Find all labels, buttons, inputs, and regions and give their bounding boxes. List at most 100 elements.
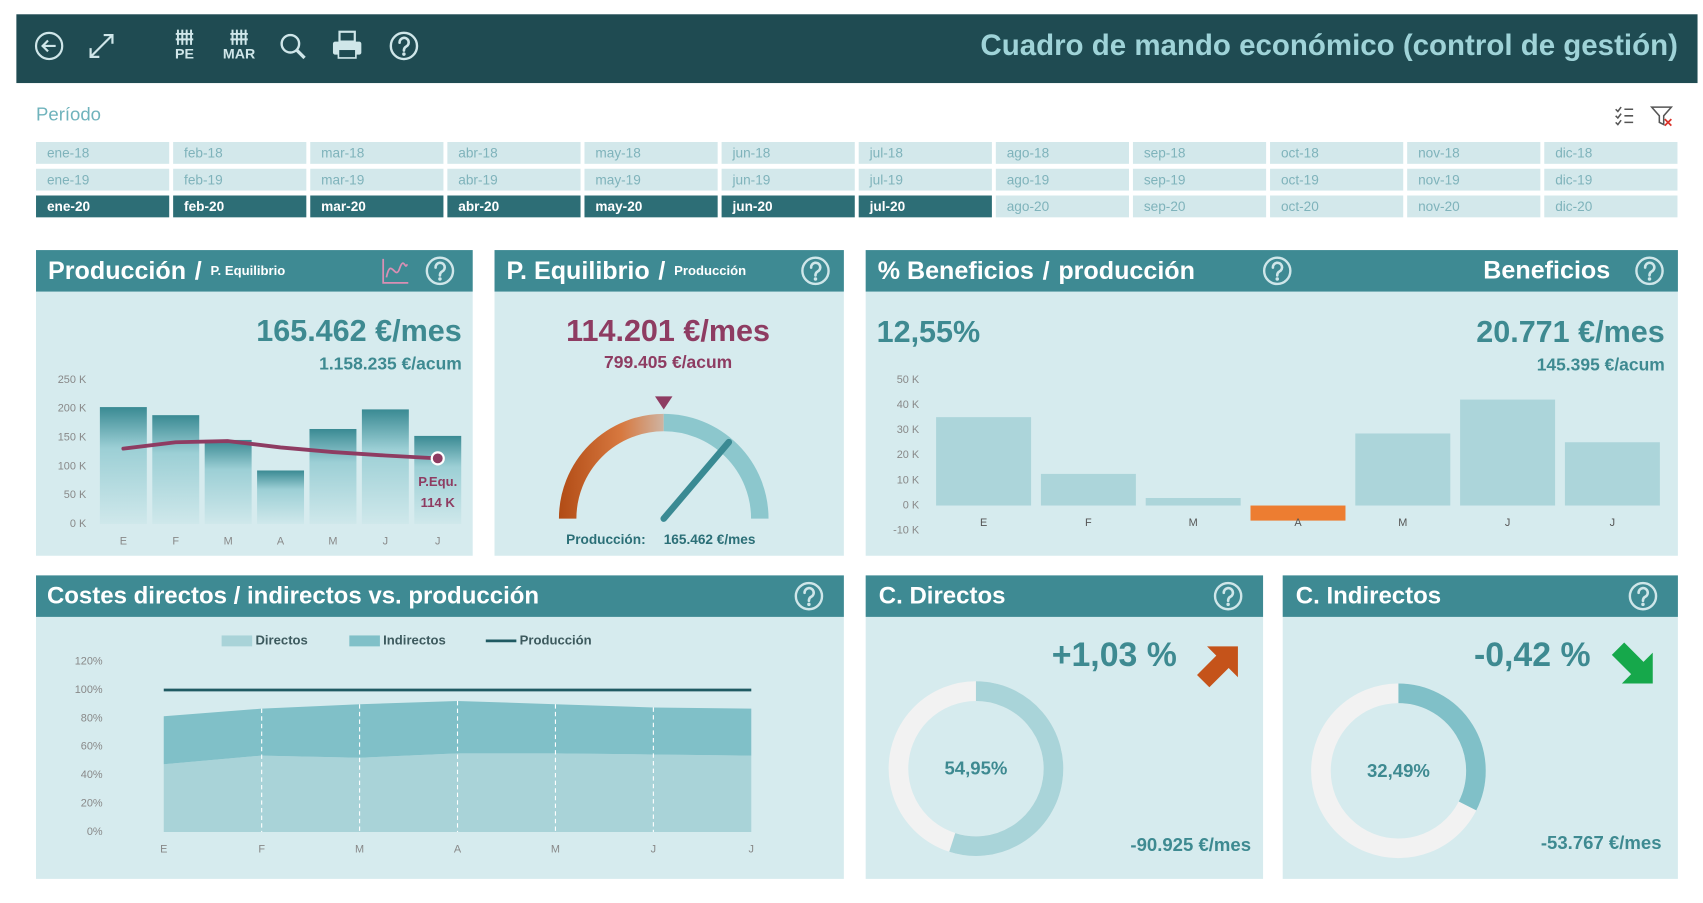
gauge-arc-above <box>663 413 769 519</box>
period-button-bg <box>995 195 1130 218</box>
legend-swatch <box>221 635 253 647</box>
period-button[interactable]: feb-18 <box>173 142 307 164</box>
period-button[interactable]: sep-19 <box>1132 168 1267 191</box>
period-button-bg <box>36 195 170 218</box>
panel-title-main: P. Equilibrio <box>507 257 650 285</box>
view-button[interactable]: PE <box>175 29 194 63</box>
period-button[interactable]: ago-20 <box>995 195 1130 218</box>
period-button[interactable]: abr-20 <box>447 195 581 218</box>
bar <box>1250 505 1346 521</box>
select-all-button[interactable] <box>1615 106 1634 126</box>
period-button[interactable]: may-20 <box>584 195 718 218</box>
period-button[interactable]: nov-18 <box>1407 142 1541 164</box>
clear-filter-button[interactable] <box>1650 106 1674 127</box>
period-button[interactable]: feb-19 <box>173 168 307 191</box>
period-button-label: oct-20 <box>1281 199 1319 214</box>
print-button[interactable] <box>332 30 362 59</box>
period-button[interactable]: dic-19 <box>1544 168 1678 191</box>
period-button-bg <box>584 168 718 191</box>
period-button-bg <box>858 195 992 218</box>
help-icon-circle <box>1628 581 1658 611</box>
period-button-label: jul-18 <box>869 146 903 161</box>
period-button[interactable]: dic-20 <box>1544 195 1678 218</box>
period-button[interactable]: jul-19 <box>858 168 992 191</box>
period-button-bg <box>1407 142 1541 164</box>
period-button[interactable]: dic-18 <box>1544 142 1678 164</box>
period-button[interactable]: ago-18 <box>995 142 1130 164</box>
period-button[interactable]: nov-20 <box>1407 195 1541 218</box>
period-button[interactable]: oct-18 <box>1270 142 1404 164</box>
icon <box>89 33 114 58</box>
view-button[interactable]: MAR <box>223 29 255 63</box>
x-tick-label: A <box>454 843 462 855</box>
expand-button[interactable] <box>89 33 114 58</box>
period-button[interactable]: jun-19 <box>721 168 855 191</box>
period-button-bg <box>721 168 855 191</box>
help-button[interactable] <box>389 31 419 61</box>
bar <box>1040 473 1136 506</box>
x-tick-label: A <box>277 535 285 547</box>
panel-subtitle: producción <box>1058 257 1195 285</box>
period-button[interactable]: abr-18 <box>447 142 581 164</box>
panel-subtitle: Producción <box>674 263 746 278</box>
x-tick-label: J <box>1505 517 1510 529</box>
help-icon-dot <box>1647 277 1652 281</box>
period-button[interactable]: ene-20 <box>36 195 170 218</box>
panel-header <box>865 250 1678 292</box>
period-button[interactable]: sep-18 <box>1132 142 1267 164</box>
help-button[interactable] <box>801 256 830 286</box>
period-button[interactable]: sep-20 <box>1132 195 1267 218</box>
panel-title-main: Producción <box>48 257 186 285</box>
help-button[interactable] <box>1635 256 1664 286</box>
amount-value: -90.925 €/mes <box>1130 834 1251 855</box>
change-value: -0,42 % <box>1474 636 1591 674</box>
area <box>163 753 752 832</box>
period-button-bg <box>1270 195 1404 218</box>
help-button[interactable] <box>425 256 455 286</box>
period-button[interactable]: ene-18 <box>36 142 170 164</box>
help-icon-circle <box>389 31 419 61</box>
period-button[interactable]: mar-18 <box>310 142 444 164</box>
icon <box>1650 106 1674 126</box>
period-button[interactable]: oct-20 <box>1270 195 1404 218</box>
icon <box>1615 106 1634 126</box>
icon <box>337 48 357 59</box>
help-button[interactable] <box>794 581 824 611</box>
chart-type-button[interactable] <box>382 258 409 284</box>
period-button[interactable]: mar-20 <box>310 195 444 218</box>
period-button[interactable]: ene-19 <box>36 168 170 191</box>
period-button[interactable]: nov-19 <box>1407 168 1541 191</box>
help-button[interactable] <box>1628 581 1658 611</box>
help-button[interactable] <box>1262 256 1292 286</box>
period-button[interactable]: mar-19 <box>310 168 444 191</box>
panel-header <box>36 575 844 617</box>
period-button-label: abr-19 <box>458 172 497 187</box>
help-icon-mark <box>803 586 816 603</box>
y-tick-label: 10 K <box>897 474 920 486</box>
period-button-label: sep-20 <box>1144 199 1186 214</box>
period-button-bg <box>858 142 992 164</box>
period-button-bg <box>584 195 718 218</box>
period-button[interactable]: jul-20 <box>858 195 992 218</box>
bar <box>99 407 147 525</box>
period-button[interactable]: oct-19 <box>1270 168 1404 191</box>
back-button[interactable] <box>34 31 64 61</box>
period-button[interactable]: ago-19 <box>995 168 1130 191</box>
x-tick-label: E <box>980 517 987 529</box>
y-tick-label: 100% <box>75 684 103 696</box>
period-button-label: jul-20 <box>869 199 906 214</box>
period-button-bg <box>310 168 444 191</box>
help-button[interactable] <box>1213 581 1243 611</box>
period-button[interactable]: jun-18 <box>721 142 855 164</box>
period-button-label: dic-19 <box>1555 172 1592 187</box>
search-button[interactable] <box>280 33 306 60</box>
period-button[interactable]: jul-18 <box>858 142 992 164</box>
icon <box>230 29 248 45</box>
period-button[interactable]: abr-19 <box>447 168 581 191</box>
period-button[interactable]: feb-20 <box>173 195 307 218</box>
period-button[interactable]: jun-20 <box>721 195 855 218</box>
bar <box>414 435 462 525</box>
period-button[interactable]: may-19 <box>584 168 718 191</box>
period-button-label: abr-18 <box>458 146 497 161</box>
period-button[interactable]: may-18 <box>584 142 718 164</box>
